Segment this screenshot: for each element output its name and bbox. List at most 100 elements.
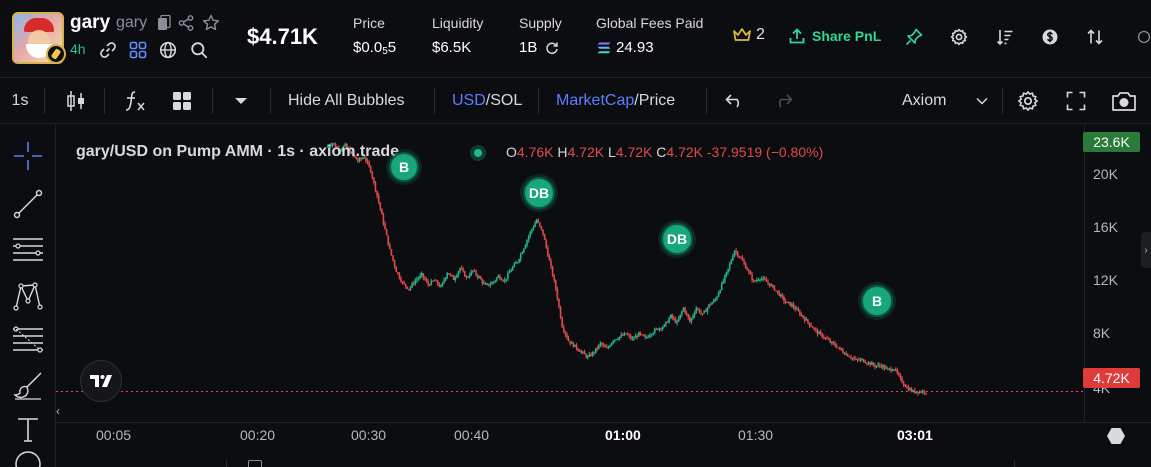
candle-body — [623, 333, 626, 336]
trend-line-icon[interactable] — [8, 184, 48, 224]
candle-body — [516, 262, 519, 264]
share-icon[interactable] — [177, 14, 195, 32]
candle-body — [744, 263, 747, 269]
crown-icon[interactable] — [732, 25, 752, 45]
chart-settings-icon[interactable] — [1014, 78, 1042, 124]
price-axis[interactable] — [1084, 124, 1151, 422]
indicators-icon[interactable] — [120, 78, 150, 124]
time-axis[interactable] — [56, 422, 1151, 467]
sort-icon[interactable] — [995, 27, 1015, 47]
chart-canvas[interactable] — [56, 124, 1084, 422]
search-icon[interactable] — [189, 40, 209, 60]
gear-icon[interactable] — [949, 27, 969, 47]
candle-body — [883, 365, 886, 369]
horizontal-lines-icon[interactable] — [8, 230, 48, 270]
candle-type-icon[interactable] — [62, 78, 90, 124]
candle-body — [907, 387, 910, 391]
candle-body — [776, 290, 779, 292]
fib-levels-icon[interactable] — [8, 320, 48, 360]
candle-body — [553, 275, 555, 281]
candle-body — [904, 384, 907, 387]
candle-body — [551, 266, 554, 276]
source-selector[interactable]: Axiom — [902, 92, 947, 109]
collapse-sidebar-icon[interactable]: ‹ — [56, 404, 60, 418]
star-icon[interactable] — [201, 13, 221, 33]
candle-body — [456, 275, 458, 278]
camera-icon[interactable] — [1108, 78, 1140, 124]
share-pnl-button[interactable]: Share PnL — [788, 24, 881, 48]
globe-icon[interactable] — [158, 40, 178, 60]
currency-toggle[interactable]: USD / SOL — [452, 78, 524, 124]
link-icon[interactable] — [98, 40, 118, 60]
candle-body — [803, 317, 806, 321]
copy-icon[interactable] — [156, 14, 172, 32]
hexagon-icon[interactable] — [1106, 426, 1126, 451]
calendar-icon[interactable] — [248, 460, 262, 467]
candle-body — [826, 337, 828, 339]
fullscreen-icon[interactable] — [1062, 78, 1090, 124]
candle-body — [578, 350, 581, 352]
candle-body — [786, 301, 788, 303]
candle-body — [567, 338, 570, 342]
candle-body — [795, 308, 798, 310]
redo-icon[interactable] — [770, 78, 796, 124]
candle-body — [704, 310, 707, 312]
interval-selector[interactable]: 1s — [11, 92, 29, 109]
candle-body — [376, 190, 378, 196]
chevron-right-icon[interactable]: › — [1141, 232, 1151, 268]
candle-body — [570, 342, 573, 344]
hide-bubbles-button[interactable]: Hide All Bubbles — [288, 92, 405, 109]
pin-icon[interactable] — [904, 27, 924, 47]
trade-bubble-dev-buy[interactable]: DB — [523, 177, 555, 209]
candle-body — [831, 341, 833, 343]
candle-body — [400, 278, 402, 282]
trade-bubble-buy[interactable]: B — [389, 152, 419, 182]
layout-grid-icon[interactable] — [168, 78, 196, 124]
token-avatar[interactable] — [12, 12, 64, 64]
price-chart[interactable] — [56, 124, 1084, 422]
candle-body — [384, 223, 386, 230]
chevron-down-icon[interactable] — [228, 78, 254, 124]
crosshair-icon[interactable] — [8, 136, 48, 176]
pattern-icon[interactable] — [8, 276, 48, 316]
candle-body — [590, 354, 592, 356]
price-tick: 12K — [1093, 272, 1118, 288]
emoji-icon[interactable] — [8, 450, 48, 467]
candle-body — [392, 255, 394, 261]
grid-icon[interactable] — [128, 40, 148, 60]
candle-body — [906, 386, 908, 388]
trade-bubble-buy[interactable]: B — [861, 285, 893, 317]
metric-toggle[interactable]: MarketCap / Price — [556, 78, 692, 124]
candle-body — [513, 263, 516, 267]
swap-icon[interactable] — [1085, 27, 1105, 47]
candle-body — [521, 252, 524, 255]
candle-body — [925, 392, 927, 394]
chevron-down-icon[interactable] — [972, 78, 992, 124]
candle-body — [374, 182, 377, 191]
clock-icon[interactable] — [1137, 27, 1151, 47]
candle-body — [486, 283, 488, 285]
candle-body — [339, 150, 342, 152]
dollar-icon[interactable] — [1040, 27, 1060, 47]
candle-body — [583, 351, 586, 355]
candle-body — [599, 342, 602, 345]
trade-bubble-dev-buy[interactable]: DB — [661, 223, 693, 255]
candle-body — [882, 365, 884, 368]
candle-body — [489, 284, 492, 286]
candle-body — [357, 159, 359, 162]
text-tool-icon[interactable] — [8, 410, 48, 450]
candle-body — [687, 314, 690, 318]
candle-body — [441, 282, 444, 286]
brush-icon[interactable] — [8, 366, 48, 406]
undo-icon[interactable] — [722, 78, 748, 124]
candle-body — [858, 359, 860, 361]
candle-body — [562, 327, 565, 332]
candle-body — [355, 156, 358, 160]
candle-body — [765, 279, 768, 282]
candle-body — [559, 306, 562, 318]
tradingview-logo[interactable] — [80, 360, 122, 402]
metric-separator: / — [634, 92, 639, 109]
candle-body — [381, 209, 383, 215]
candle-body — [768, 283, 771, 287]
token-name: gary — [70, 12, 111, 33]
